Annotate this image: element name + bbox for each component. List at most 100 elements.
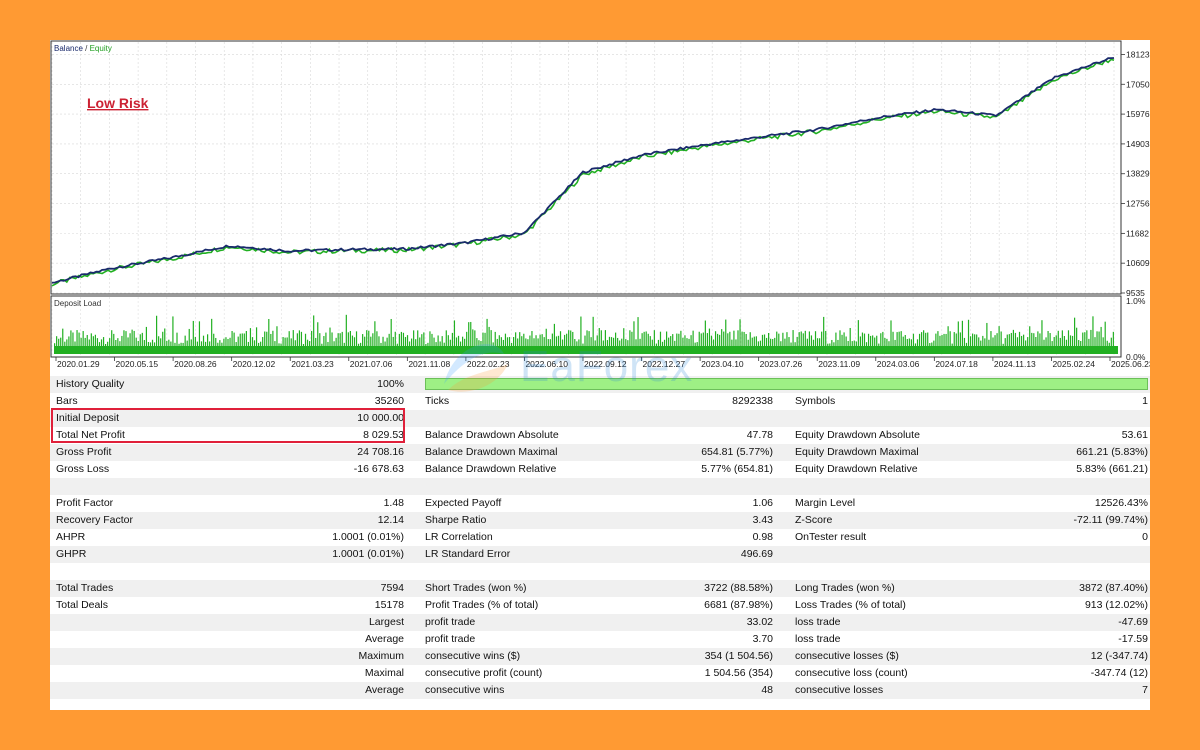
load-bar — [580, 316, 582, 354]
load-bar — [184, 335, 186, 354]
load-bar — [645, 331, 647, 354]
load-bar — [859, 336, 861, 354]
load-bar — [845, 336, 847, 354]
load-bar — [676, 333, 678, 354]
strategy-tester-report: 18123 17050 15976 14903 13829 12756 11682 10609… — [50, 40, 1150, 710]
load-bar — [937, 331, 939, 354]
load-bar — [568, 330, 570, 354]
load-bar — [400, 331, 402, 354]
x-tick-label: 2025.02.24 — [1052, 359, 1095, 369]
table-row: Largest profit trade 33.02 loss trade -47.69 — [50, 614, 1150, 631]
load-bar — [468, 322, 470, 354]
x-tick-label: 2020.08.26 — [174, 359, 217, 369]
load-bar — [1039, 333, 1041, 354]
load-bar — [723, 331, 725, 354]
load-bar — [823, 316, 825, 354]
load-bar — [912, 333, 915, 354]
load-bar — [282, 337, 284, 354]
table-cell-c3: Expected Payoff — [425, 497, 502, 509]
load-bar — [615, 332, 617, 354]
load-bar — [1090, 329, 1092, 354]
load-bar — [647, 333, 649, 354]
load-bar — [782, 332, 784, 354]
table-cell-c3: LR Standard Error — [425, 548, 511, 560]
load-bar — [1008, 334, 1010, 354]
load-bar — [176, 332, 178, 354]
load-bar — [421, 334, 423, 354]
load-bar — [251, 337, 254, 354]
load-bar — [127, 337, 129, 354]
load-bar — [339, 333, 341, 354]
load-bar — [876, 335, 878, 354]
load-bar — [523, 333, 525, 354]
load-bar — [268, 318, 270, 354]
load-bar — [564, 334, 566, 354]
load-bar — [1084, 332, 1086, 354]
load-bar — [610, 337, 613, 354]
table-cell-c1: Gross Profit — [56, 446, 112, 458]
load-bar — [192, 320, 194, 354]
table-cell-c1: GHPR — [56, 548, 87, 560]
load-bar — [345, 314, 347, 354]
table-cell-c6: 12526.43% — [1094, 497, 1148, 509]
load-bar — [874, 337, 876, 354]
load-bar — [598, 328, 600, 354]
load-bar — [521, 336, 523, 354]
table-row: Average profit trade 3.70 loss trade -17.59 — [50, 631, 1150, 648]
load-bar — [896, 332, 898, 354]
load-bar — [262, 337, 264, 354]
table-cell-c6: 5.83% (661.21) — [1076, 463, 1148, 475]
load-bar — [729, 331, 731, 354]
load-bar — [941, 335, 943, 354]
table-cell-c5: Loss Trades (% of total) — [795, 599, 906, 611]
table-row: GHPR 1.0001 (0.01%) LR Standard Error 496.6… — [50, 546, 1150, 563]
load-bar — [233, 332, 235, 354]
table-cell-c2: 1.0001 (0.01%) — [332, 548, 404, 560]
legend-equity: Equity — [90, 44, 112, 53]
load-bar — [821, 331, 823, 354]
table-row: Total Deals 15178 Profit Trades (% of tota… — [50, 597, 1150, 614]
load-bar — [867, 333, 870, 354]
load-bar — [486, 318, 488, 354]
load-bar — [1023, 334, 1025, 354]
load-bar — [1061, 330, 1063, 354]
load-bar — [1096, 331, 1098, 354]
table-cell-c2: 15178 — [374, 599, 404, 611]
load-bar — [672, 334, 674, 354]
load-bar — [323, 336, 325, 354]
load-bar — [123, 330, 125, 354]
load-bar — [504, 333, 507, 354]
table-cell-c4: 5.77% (654.81) — [701, 463, 773, 475]
load-bar — [490, 330, 492, 354]
load-bar — [539, 334, 541, 354]
load-bar — [1112, 331, 1114, 354]
load-bar — [776, 331, 778, 354]
load-bar — [111, 330, 113, 354]
load-bar — [1020, 335, 1023, 354]
load-bar — [768, 333, 770, 354]
load-bar — [753, 336, 755, 354]
load-bar — [1059, 337, 1061, 354]
load-bar — [1045, 337, 1047, 354]
load-bar — [604, 330, 606, 354]
table-cell-c5: consecutive losses ($) — [795, 650, 899, 662]
load-bar — [543, 337, 545, 354]
y-axis-ticks: 18123 17050 15976 14903 13829 12756 11682 10609… — [1121, 49, 1150, 298]
load-bar — [1006, 334, 1008, 354]
load-bar — [431, 333, 433, 354]
load-bar — [961, 320, 963, 354]
load-bar — [417, 330, 419, 354]
load-bar — [1053, 337, 1055, 354]
load-bar — [296, 333, 298, 354]
load-bar — [612, 337, 615, 354]
table-row: Profit Factor 1.48 Expected Payoff 1.06 Marg… — [50, 495, 1150, 512]
load-bar — [1076, 327, 1078, 354]
y-tick-label: 9535 — [1126, 288, 1145, 298]
x-axis-ticks: 2020.01.29 2020.05.15 2020.08.26 2020.12.02… — [55, 357, 1150, 369]
x-tick-label: 2022.12.27 — [643, 359, 686, 369]
table-cell-c2: Average — [365, 684, 404, 696]
table-cell-c3: Balance Drawdown Absolute — [425, 429, 559, 441]
table-cell-c4: 8292338 — [732, 395, 773, 407]
load-bar — [229, 337, 231, 354]
table-cell-c2: Largest — [368, 616, 404, 628]
